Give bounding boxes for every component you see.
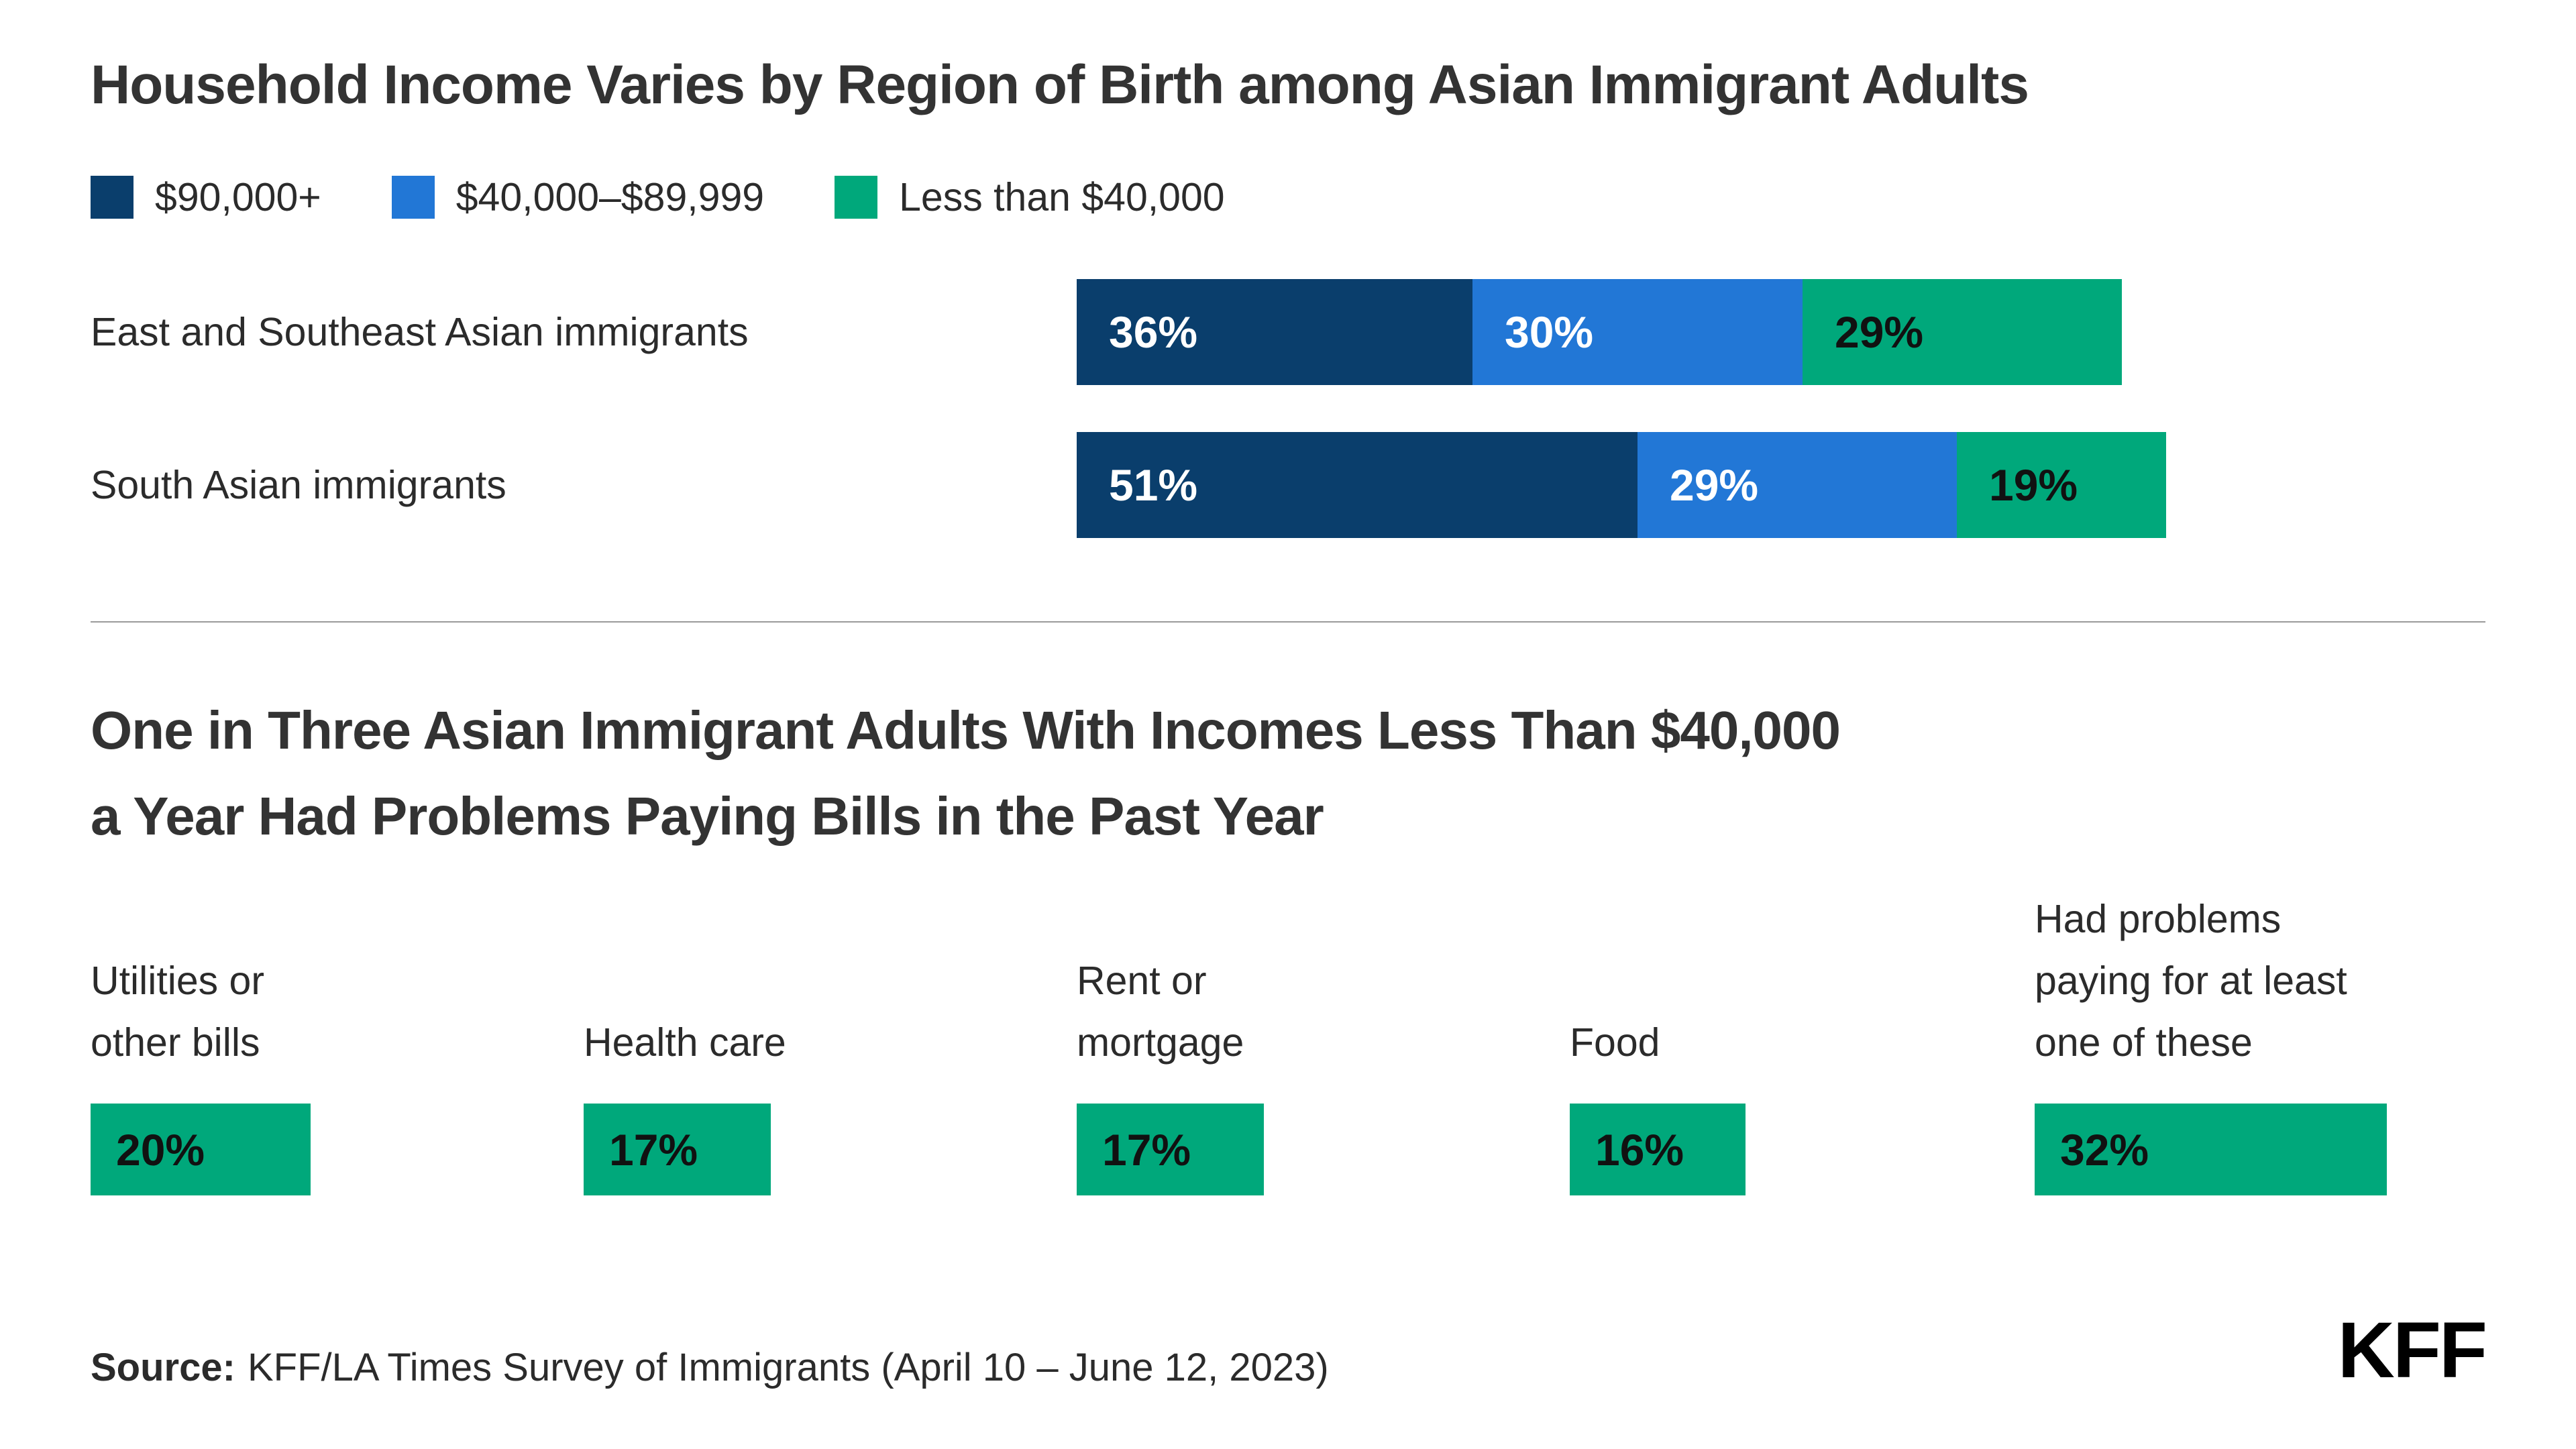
mini-bar: 20%: [91, 1104, 311, 1195]
kff-logo: KFF: [2337, 1306, 2487, 1395]
legend: $90,000+ $40,000–$89,999 Less than $40,000: [91, 174, 1225, 220]
bar-row-label: East and Southeast Asian immigrants: [91, 310, 749, 354]
mini-bar-item: Utilities or other bills 20%: [91, 872, 567, 1195]
chart2-title-line2: a Year Had Problems Paying Bills in the …: [91, 786, 1324, 846]
bar-row-label: South Asian immigrants: [91, 463, 506, 507]
mini-bar-label-line: Health care: [584, 1020, 786, 1065]
chart1-bars: East and Southeast Asian immigrants 36% 30…: [91, 279, 2166, 585]
chart2-title: One in Three Asian Immigrant Adults With…: [91, 688, 1841, 859]
mini-bar: 17%: [1077, 1104, 1264, 1195]
mini-bar-label: Utilities or other bills: [91, 872, 567, 1073]
chart1-title: Household Income Varies by Region of Bir…: [91, 54, 2029, 115]
mini-bar-label-line: Had problems: [2035, 897, 2282, 941]
source-note: Source: KFF/LA Times Survey of Immigrants…: [91, 1345, 1329, 1390]
mini-bar-label: Rent or mortgage: [1077, 872, 1553, 1073]
mini-bar-label: Had problems paying for at least one of th…: [2035, 872, 2511, 1073]
source-label: Source:: [91, 1346, 235, 1389]
mini-bar-value: 16%: [1595, 1124, 1684, 1175]
mini-bar-label-line: mortgage: [1077, 1020, 1244, 1065]
chart2-title-line1: One in Three Asian Immigrant Adults With…: [91, 700, 1841, 760]
mini-bar-label-line: Rent or: [1077, 959, 1207, 1003]
mini-bar-value: 17%: [609, 1124, 698, 1175]
legend-item: $90,000+: [91, 174, 321, 220]
mini-bar-label-line: paying for at least: [2035, 959, 2347, 1003]
legend-label: $40,000–$89,999: [455, 175, 765, 219]
bar-segment: 19%: [1957, 432, 2166, 538]
bar-segment: 30%: [1472, 279, 1803, 385]
mini-bar-item: Health care 17%: [584, 872, 1060, 1195]
mini-bar-label-line: Utilities or: [91, 959, 264, 1003]
stacked-bar: 51% 29% 19%: [1077, 432, 2166, 538]
mini-bar-item: Rent or mortgage 17%: [1077, 872, 1553, 1195]
stacked-bar: 36% 30% 29%: [1077, 279, 2122, 385]
mini-bar-value: 17%: [1102, 1124, 1191, 1175]
bar-row: East and Southeast Asian immigrants 36% 30…: [91, 279, 2166, 385]
bar-segment: 51%: [1077, 432, 1638, 538]
mini-bar-value: 32%: [2060, 1124, 2149, 1175]
mini-bar-item: Had problems paying for at least one of th…: [2035, 872, 2511, 1195]
chart2-bars: Utilities or other bills 20% Health care 17%…: [91, 872, 2506, 1221]
mini-bar: 16%: [1570, 1104, 1746, 1195]
legend-label: Less than $40,000: [899, 175, 1225, 219]
mini-bar-value: 20%: [116, 1124, 205, 1175]
mini-bar-label-line: Food: [1570, 1020, 1660, 1065]
mini-bar-label-line: other bills: [91, 1020, 260, 1065]
legend-color-swatch: [835, 176, 878, 219]
bar-segment: 29%: [1638, 432, 1957, 538]
bar-row: South Asian immigrants 51% 29% 19%: [91, 432, 2166, 538]
mini-bar: 32%: [2035, 1104, 2387, 1195]
bar-segment: 29%: [1803, 279, 2122, 385]
mini-bar: 17%: [584, 1104, 771, 1195]
section-divider: [91, 621, 2485, 623]
source-text: KFF/LA Times Survey of Immigrants (April…: [247, 1346, 1329, 1389]
legend-color-swatch: [391, 176, 435, 219]
legend-label: $90,000+: [155, 175, 321, 219]
mini-bar-label-line: one of these: [2035, 1020, 2253, 1065]
legend-color-swatch: [91, 176, 133, 219]
mini-bar-item: Food 16%: [1570, 872, 2046, 1195]
mini-bar-label: Health care: [584, 872, 1060, 1073]
legend-item: $40,000–$89,999: [391, 174, 765, 220]
legend-item: Less than $40,000: [835, 174, 1225, 220]
bar-segment: 36%: [1077, 279, 1472, 385]
mini-bar-label: Food: [1570, 872, 2046, 1073]
